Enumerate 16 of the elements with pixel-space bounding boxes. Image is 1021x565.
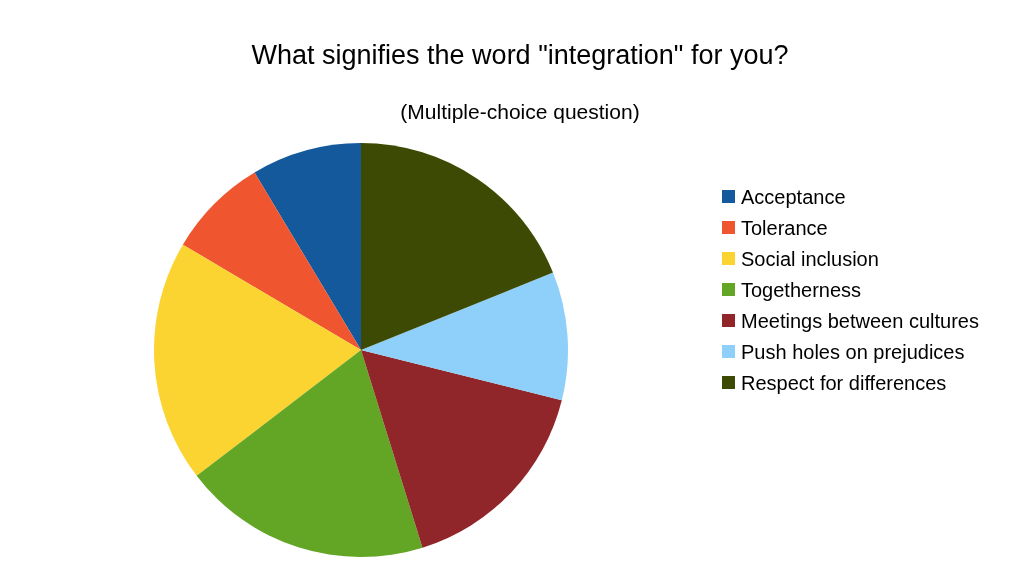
pie-slice <box>361 143 553 350</box>
pie-slice <box>254 143 361 350</box>
legend-label: Push holes on prejudices <box>741 341 965 363</box>
chart-title: What signifies the word "integration" for you? <box>251 40 789 70</box>
legend-label: Tolerance <box>741 217 828 239</box>
pie-slice <box>361 350 562 548</box>
legend-label: Respect for differences <box>741 372 947 394</box>
legend-label: Togetherness <box>741 279 862 301</box>
legend-label: Meetings between cultures <box>741 310 979 332</box>
pie-slice <box>182 172 361 350</box>
legend-label: Social inclusion <box>741 248 879 270</box>
legend-label: Acceptance <box>741 186 846 208</box>
pie-slice <box>361 272 568 401</box>
chart-subtitle: (Multiple-choice question) <box>400 100 640 123</box>
pie-slice <box>196 350 423 557</box>
pie-slice <box>154 244 361 476</box>
